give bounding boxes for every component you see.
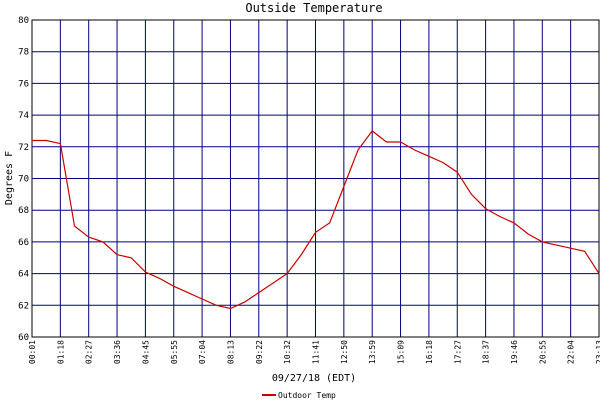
y-tick-label: 64	[18, 270, 29, 280]
x-tick-label: 16:18	[425, 340, 434, 364]
y-tick-label: 72	[18, 143, 29, 153]
y-tick-label: 80	[18, 16, 29, 26]
y-tick-label: 74	[18, 111, 29, 121]
x-tick-label: 13:59	[368, 340, 377, 364]
x-tick-label: 07:04	[198, 340, 207, 364]
x-tick-label: 10:32	[283, 340, 292, 364]
y-tick-label: 70	[18, 175, 29, 185]
y-tick-label: 60	[18, 333, 29, 343]
plot-border	[31, 19, 600, 338]
x-tick-label: 05:55	[170, 340, 179, 364]
x-tick-label: 17:27	[453, 340, 462, 364]
x-tick-label: 20:55	[538, 340, 547, 364]
x-tick-label: 03:36	[113, 340, 122, 364]
legend-label: Outdoor Temp	[278, 391, 336, 400]
x-tick-label: 01:18	[56, 340, 65, 364]
x-tick-label: 15:09	[397, 340, 406, 364]
x-tick-label: 22:04	[567, 340, 576, 364]
x-tick-label: 19:46	[510, 340, 519, 364]
x-tick-label: 02:27	[85, 340, 94, 364]
x-tick-label: 09:22	[255, 340, 264, 364]
x-tick-label: 11:41	[312, 340, 321, 364]
y-tick-label: 78	[18, 48, 29, 58]
y-tick-label: 76	[18, 79, 29, 89]
y-tick-label: 68	[18, 206, 29, 216]
x-axis-label: 09/27/18 (EDT)	[272, 373, 356, 384]
y-tick-label: 62	[18, 301, 29, 311]
x-tick-label: 23:13	[595, 340, 600, 364]
x-tick-label: 12:50	[340, 340, 349, 364]
chart-title: Outside Temperature	[245, 1, 382, 15]
x-tick-label: 08:13	[226, 340, 235, 364]
data-line	[32, 130, 600, 310]
x-tick-label: 04:45	[141, 340, 150, 364]
y-tick-label: 66	[18, 238, 29, 248]
x-tick-label: 18:37	[482, 340, 491, 364]
x-tick-label: 00:01	[28, 340, 37, 364]
y-axis-label: Degrees F	[4, 151, 15, 205]
